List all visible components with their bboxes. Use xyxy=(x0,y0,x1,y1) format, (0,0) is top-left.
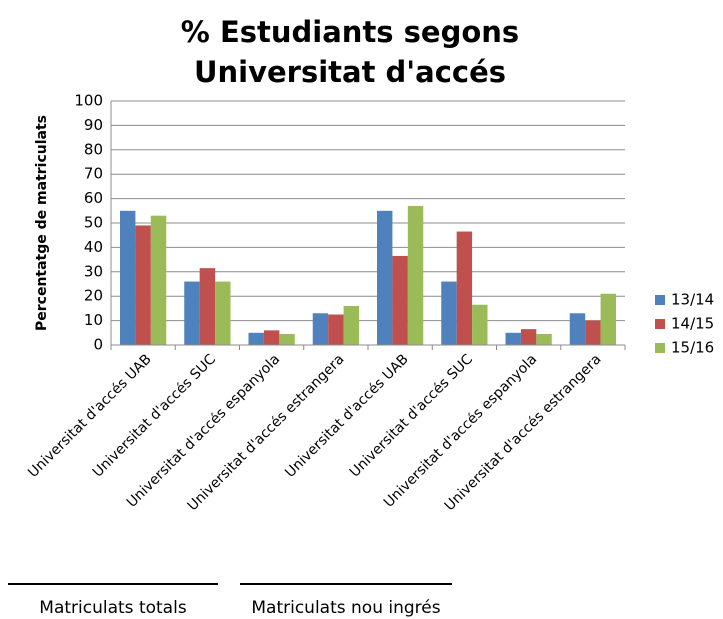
y-tick-label: 50 xyxy=(84,214,103,232)
y-tick-label: 30 xyxy=(84,262,103,280)
bar xyxy=(279,334,295,345)
bar xyxy=(343,305,360,345)
legend-label: 15/16 xyxy=(671,339,714,357)
bar xyxy=(263,330,280,345)
x-tick-label: Universitat d'accés UAB xyxy=(25,351,155,481)
bar xyxy=(215,281,231,345)
y-tick-label: 20 xyxy=(84,287,103,305)
bar xyxy=(312,313,329,345)
y-tick-label: 90 xyxy=(84,116,103,134)
legend-swatch xyxy=(655,319,665,329)
bar xyxy=(600,293,617,345)
bar xyxy=(248,332,264,345)
bar xyxy=(376,210,393,345)
x-tick-label: Universitat d'accés SUC xyxy=(347,351,476,480)
y-axis-label: Percentatge de matriculats xyxy=(34,115,50,331)
legend-label: 13/14 xyxy=(671,291,714,309)
bar xyxy=(585,320,601,345)
legend-label: 14/15 xyxy=(671,315,714,333)
group-label: Matriculats nou ingrés xyxy=(251,598,440,618)
y-tick-label: 0 xyxy=(93,336,103,354)
y-tick-label: 70 xyxy=(84,165,103,183)
bar xyxy=(150,215,167,345)
y-tick-label: 80 xyxy=(84,140,103,158)
bar xyxy=(472,304,488,345)
chart-title: % Estudiants segons Universitat d'accés xyxy=(180,15,520,89)
bar xyxy=(505,332,521,345)
y-tick-label: 10 xyxy=(84,311,103,329)
bar xyxy=(569,313,586,345)
bar xyxy=(199,268,216,345)
bar xyxy=(119,210,136,345)
bar xyxy=(407,205,424,345)
bar xyxy=(520,329,537,345)
group-label: Matriculats totals xyxy=(39,598,187,618)
bar xyxy=(392,255,408,345)
y-tick-label: 40 xyxy=(84,238,103,256)
bar xyxy=(536,334,552,345)
x-tick-label: Universitat d'accés SUC xyxy=(90,351,219,480)
y-tick-label: 60 xyxy=(84,189,103,207)
bar xyxy=(184,281,200,345)
bar xyxy=(328,314,344,345)
bar xyxy=(135,225,151,345)
legend-swatch xyxy=(655,295,665,305)
y-tick-label: 100 xyxy=(74,92,103,110)
legend-swatch xyxy=(655,343,665,353)
bar xyxy=(456,231,473,345)
x-tick-label: Universitat d'accés UAB xyxy=(282,351,412,481)
bar xyxy=(441,281,457,345)
